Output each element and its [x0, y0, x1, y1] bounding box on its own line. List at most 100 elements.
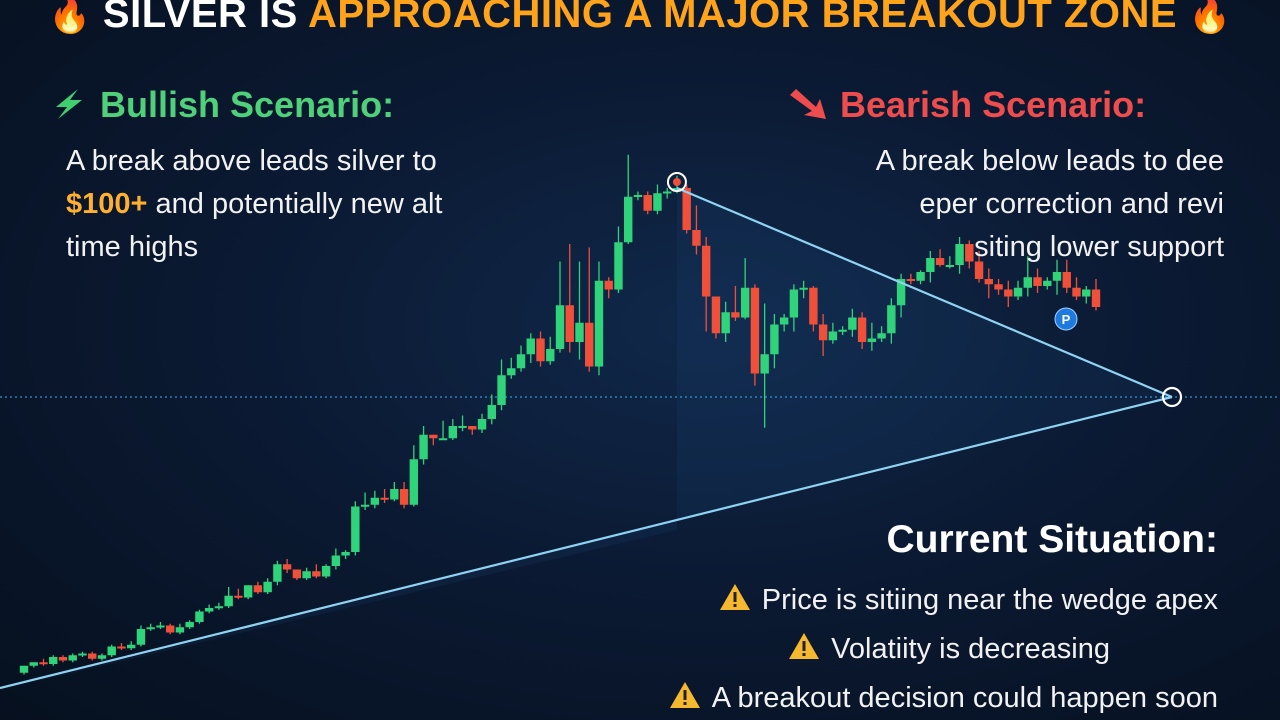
candle-body	[39, 662, 48, 665]
candle-body	[29, 662, 38, 666]
bearish-description: A break below leads to dee eper correcti…	[760, 140, 1224, 269]
down-right-arrow-icon	[790, 89, 826, 119]
candle-body	[672, 188, 682, 192]
candle-body	[321, 566, 331, 577]
situation-item: Volatiity is decreasing	[787, 631, 1110, 666]
candle-body	[974, 261, 984, 279]
candle-body	[263, 581, 272, 593]
candle-body	[877, 333, 886, 339]
candle-body	[1013, 287, 1023, 297]
candle-body	[117, 646, 126, 649]
candle-body	[1052, 272, 1062, 281]
candle-body	[390, 489, 399, 500]
candle-body	[175, 627, 185, 633]
candle-body	[896, 279, 906, 306]
candle-body	[273, 564, 282, 582]
candle-body	[419, 434, 428, 460]
bearish-line2: eper correction and revi	[919, 188, 1224, 220]
candle-body	[740, 287, 750, 318]
candle-body	[926, 258, 935, 272]
candle-body	[857, 317, 867, 342]
candle-body	[887, 305, 896, 334]
candle-body	[770, 324, 779, 355]
candle-body	[487, 405, 496, 419]
candle-body	[88, 653, 97, 659]
candle-body	[711, 296, 721, 334]
candle-body	[68, 655, 77, 661]
candle-body	[818, 324, 828, 341]
upper-trendline	[676, 186, 1173, 399]
candle-body	[380, 497, 389, 500]
candle-body	[351, 506, 360, 552]
candle-body	[185, 622, 194, 628]
candle-body	[906, 279, 916, 281]
lower-trendline	[0, 395, 1173, 690]
bearish-heading-text: Bearish Scenario:	[840, 84, 1147, 125]
candle-body	[1004, 289, 1013, 297]
candle-body	[848, 317, 857, 330]
candle-body	[1091, 289, 1101, 307]
candle-body	[984, 279, 993, 285]
situation-item: A breakout decision could happen soon	[668, 680, 1218, 715]
candle-body	[1072, 287, 1081, 297]
candle-body	[243, 585, 253, 598]
situation-item-text: Price is sitiing near the wedge apex	[761, 584, 1218, 616]
candle-body	[214, 606, 224, 609]
candle-body	[935, 258, 945, 265]
candle-body	[1023, 277, 1032, 288]
candle-body	[682, 188, 691, 230]
candle-body	[916, 272, 925, 281]
candle-body	[49, 657, 58, 664]
bearish-line3: siting lower support	[974, 231, 1224, 263]
lightning-bolt-icon	[56, 89, 82, 119]
candle-body	[994, 284, 1003, 290]
candle-body	[370, 497, 380, 505]
situation-item: Price is sitiing near the wedge apex	[718, 582, 1218, 617]
situation-item-text: A breakout decision could happen soon	[711, 682, 1218, 714]
candle-body	[497, 375, 506, 405]
candle-body	[438, 438, 448, 441]
candle-body	[624, 196, 633, 243]
candle-body	[585, 322, 594, 367]
candle-body	[692, 230, 701, 246]
candle-body	[448, 426, 457, 439]
candle-body	[614, 242, 623, 290]
candle-body	[799, 287, 808, 290]
candle-body	[945, 265, 955, 267]
candle-body	[516, 354, 526, 369]
candle-body	[565, 305, 574, 342]
candle-body	[458, 426, 467, 428]
candle-body	[127, 644, 136, 649]
apex-marker	[1161, 386, 1183, 408]
bearish-line1: A break below leads to dee	[875, 145, 1224, 177]
top-marker	[666, 172, 687, 192]
candle-body	[507, 368, 516, 376]
candle-body	[828, 331, 838, 341]
candle-body	[341, 552, 350, 556]
candle-body	[867, 338, 877, 342]
candle-body	[789, 289, 799, 318]
candle-body	[253, 585, 263, 593]
candle-body	[224, 595, 233, 607]
candle-body	[282, 564, 292, 570]
fire-icon: 🔥	[1188, 0, 1232, 36]
candle-body	[701, 245, 711, 297]
candle-body	[429, 434, 438, 439]
candle-body	[107, 646, 116, 656]
candle-body	[477, 419, 487, 430]
title-white: SILVER IS	[102, 0, 308, 36]
candle-body	[1033, 277, 1042, 286]
bullish-target: $100+	[66, 188, 148, 220]
candle-body	[360, 504, 370, 507]
candle-body	[838, 329, 847, 332]
candle-body	[58, 657, 68, 661]
bullish-heading-text: Bullish Scenario:	[100, 84, 395, 125]
title-orange: APPROACHING A MAJOR BREAKOUT ZONE	[307, 0, 1178, 36]
candle-body	[136, 629, 146, 645]
candle-body	[399, 489, 409, 505]
warning-icon	[719, 584, 750, 610]
fire-icon: 🔥	[48, 0, 92, 36]
candle-body	[633, 195, 643, 197]
candle-body	[331, 555, 341, 566]
